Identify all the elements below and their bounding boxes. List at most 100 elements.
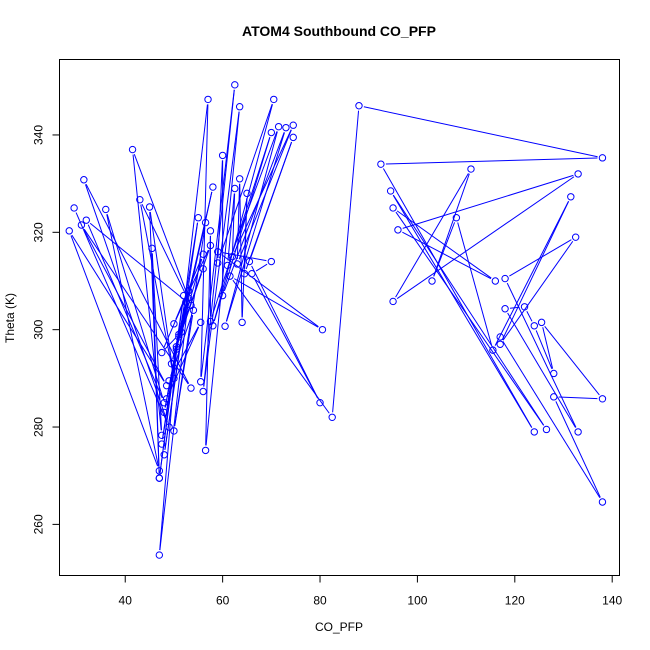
series-segment	[75, 212, 168, 423]
series-segment	[226, 132, 285, 322]
data-point	[231, 81, 239, 89]
data-point	[204, 95, 212, 104]
series-segment	[392, 194, 533, 428]
data-point	[389, 204, 397, 212]
data-point	[223, 261, 232, 270]
data-point	[452, 214, 461, 222]
data-point	[428, 277, 436, 285]
y-tick-label: 340	[32, 125, 46, 145]
x-tick-label: 40	[119, 594, 133, 608]
series-segment	[174, 227, 206, 427]
series-segment	[200, 104, 209, 377]
series-segment	[395, 211, 545, 426]
series-segment	[203, 111, 240, 387]
data-point	[355, 102, 363, 110]
series-segment	[542, 327, 554, 369]
series-segment	[332, 110, 360, 413]
series-segment	[132, 154, 162, 431]
data-point	[574, 428, 582, 436]
data-point	[175, 330, 183, 339]
data-point	[206, 227, 215, 235]
series-segment	[234, 129, 292, 253]
series-segment	[200, 89, 235, 377]
data-point	[489, 346, 497, 354]
data-point	[155, 474, 164, 482]
series-segment	[168, 326, 200, 395]
x-tick-label: 140	[602, 594, 622, 608]
series-segment	[392, 194, 545, 426]
data-point	[221, 322, 229, 330]
series-segment	[71, 234, 165, 382]
data-point	[70, 204, 78, 212]
series-segment	[509, 306, 520, 309]
series-segment	[181, 104, 208, 328]
data-point	[228, 252, 237, 261]
data-point	[289, 121, 297, 129]
data-point	[316, 398, 324, 407]
data-point	[530, 322, 538, 330]
data-point	[598, 498, 607, 506]
data-point	[172, 345, 181, 353]
data-point	[160, 398, 168, 407]
y-tick-label: 300	[32, 319, 46, 339]
data-point	[567, 193, 575, 201]
data-point	[102, 205, 110, 214]
data-point	[598, 154, 607, 162]
data-point	[289, 133, 297, 142]
series-segment	[526, 311, 533, 322]
data-point	[218, 291, 227, 300]
x-tick-label: 80	[313, 594, 327, 608]
data-point	[158, 348, 166, 357]
data-point	[209, 183, 217, 191]
series-segment	[544, 325, 600, 396]
x-tick-label: 120	[505, 594, 525, 608]
series-segment	[395, 173, 469, 298]
data-point	[491, 277, 500, 285]
series-segment	[234, 278, 319, 328]
series-segment	[227, 193, 235, 261]
data-point	[240, 269, 249, 278]
data-point	[160, 408, 168, 417]
data-point	[197, 318, 205, 327]
series-segment	[141, 203, 190, 302]
data-point	[496, 340, 504, 348]
series-segment	[501, 201, 570, 340]
series-segment	[217, 160, 223, 259]
data-point	[128, 145, 137, 154]
data-point	[214, 248, 222, 256]
data-series	[65, 81, 607, 559]
series-segment	[385, 157, 598, 165]
series-segment	[232, 279, 330, 414]
data-point	[226, 272, 234, 280]
data-point	[201, 446, 210, 455]
data-point	[231, 184, 239, 193]
data-point	[501, 274, 509, 283]
series-segment	[159, 302, 189, 551]
data-point	[162, 395, 171, 403]
data-point	[158, 431, 166, 440]
data-point	[201, 218, 210, 227]
data-point	[189, 306, 198, 314]
series-segment	[205, 235, 211, 446]
series-segment	[87, 224, 163, 399]
series-segment	[433, 222, 456, 277]
series-segment	[402, 174, 574, 229]
series-segment	[89, 222, 188, 303]
data-point	[386, 187, 395, 195]
data-point	[550, 369, 558, 378]
series-segment	[213, 137, 271, 322]
series-segment	[238, 129, 292, 260]
series-segment	[555, 401, 601, 498]
x-tick-label: 60	[216, 594, 230, 608]
data-point	[520, 303, 529, 311]
series-segment	[175, 249, 209, 320]
data-point	[496, 333, 504, 341]
y-axis-label: Theta (K)	[3, 293, 17, 343]
data-point	[179, 291, 188, 300]
series-segment	[433, 173, 470, 277]
data-point	[167, 360, 176, 368]
data-point	[530, 428, 538, 436]
data-point	[245, 257, 254, 266]
data-point	[199, 265, 207, 273]
data-point	[170, 320, 178, 328]
